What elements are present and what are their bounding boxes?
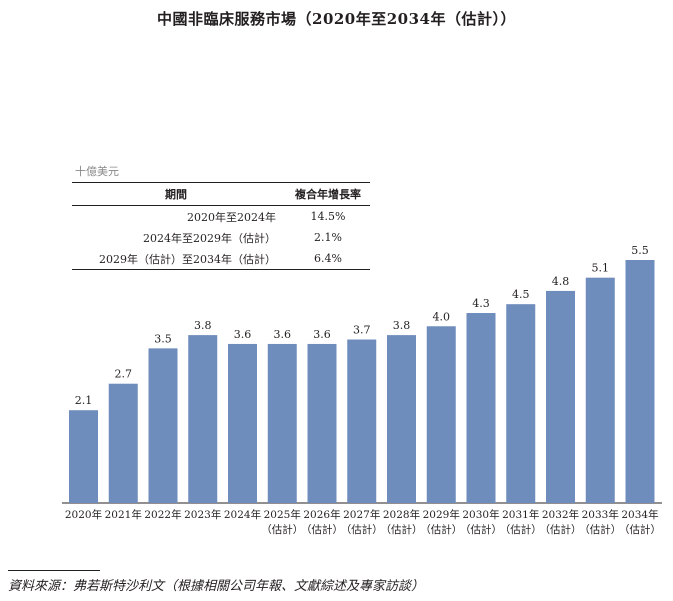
x-tick-label: 2032年 (542, 508, 579, 521)
bar-2031年 (506, 304, 536, 503)
cagr-header-period: 期間 (72, 182, 286, 206)
x-tick-labels-group: 2020年 2021年 2022年 2023年 2024年 2025年（估計）2026年（… (65, 508, 661, 536)
x-tick-note: （估計） (381, 523, 423, 536)
x-tick-label: 2025年 (264, 508, 301, 521)
value-label: 5.1 (592, 262, 610, 275)
bar-2023年 (188, 335, 218, 503)
x-tick-label: 2020年 (65, 508, 102, 521)
x-tick-label: 2022年 (144, 508, 181, 521)
x-tick-note: （估計） (420, 523, 462, 536)
bar-2020年 (69, 410, 98, 503)
cagr-table-row: 2029年（估計）至2034年（估計） 6.4% (72, 248, 370, 270)
x-tick-note: （估計） (500, 523, 542, 536)
value-label: 4.5 (512, 288, 530, 301)
bar-2033年 (585, 277, 615, 503)
value-label: 4.8 (552, 275, 570, 288)
x-tick-note: （估計） (301, 523, 343, 536)
bar-2024年 (228, 343, 257, 503)
bar-2027年 (347, 339, 377, 503)
bar-2028年 (387, 335, 416, 503)
value-label: 2.7 (115, 368, 133, 381)
value-label: 3.5 (154, 332, 172, 345)
cagr-period-cell: 2020年至2024年 (187, 210, 276, 224)
bar-2025年 (267, 343, 297, 503)
x-tick-note: （估計） (460, 523, 502, 536)
x-tick-label: 2026年 (303, 508, 340, 521)
cagr-table-row: 2020年至2024年 14.5% (72, 206, 370, 228)
cagr-table: 期間 複合年增長率 2020年至2024年 14.5% 2024年至2029年（… (72, 182, 370, 270)
cagr-table-row: 2024年至2029年（估計） 2.1% (72, 227, 370, 248)
x-tick-label: 2031年 (502, 508, 539, 521)
cagr-rate-cell: 14.5% (310, 210, 346, 223)
x-tick-label: 2027年 (343, 508, 380, 521)
value-labels-group: 2.1 2.7 3.5 3.8 3.6 3.6 3.6 3.7 3.8 4.0 4.3 4.5 4.8 5… (75, 244, 649, 407)
value-label: 4.3 (472, 297, 490, 310)
value-label: 3.8 (194, 319, 212, 332)
cagr-rate-cell: 2.1% (314, 231, 342, 244)
bar-2022年 (148, 348, 178, 503)
value-label: 4.0 (433, 310, 451, 323)
cagr-header-rate: 複合年增長率 (286, 182, 370, 206)
x-tick-note: （估計） (341, 523, 383, 536)
x-tick-label: 2034年 (621, 508, 658, 521)
cagr-period-cell: 2029年（估計）至2034年（估計） (72, 248, 286, 270)
bar-2026年 (307, 343, 337, 503)
x-tick-note: （估計） (619, 523, 661, 536)
value-label: 2.1 (75, 394, 93, 407)
bars-group (69, 260, 655, 503)
source-note: 資料來源：弗若斯特沙利文（根據相關公司年報、文獻綜述及專家訪談） (8, 579, 425, 594)
bar-2029年 (426, 326, 456, 503)
x-tick-label: 2033年 (582, 508, 619, 521)
x-tick-label: 2028年 (383, 508, 420, 521)
x-tick-label: 2021年 (105, 508, 142, 521)
value-label: 3.6 (313, 328, 331, 341)
value-label: 3.6 (234, 328, 252, 341)
cagr-period-cell: 2024年至2029年（估計） (143, 231, 276, 245)
bar-2030年 (466, 313, 496, 503)
unit-label: 十億美元 (75, 165, 119, 178)
x-tick-note: （估計） (579, 523, 621, 536)
value-label: 3.6 (274, 328, 292, 341)
cagr-rate-cell: 6.4% (286, 248, 370, 270)
value-label: 3.7 (353, 324, 371, 337)
value-label: 3.8 (393, 319, 411, 332)
x-tick-label: 2024年 (224, 508, 261, 521)
x-tick-note: （估計） (540, 523, 582, 536)
chart-title: 中國非臨床服務市場（2020年至2034年（估計）） (157, 10, 516, 28)
bar-2034年 (625, 260, 655, 503)
x-tick-label: 2023年 (184, 508, 221, 521)
bar-2021年 (108, 383, 138, 503)
x-tick-label: 2030年 (462, 508, 499, 521)
x-tick-note: （估計） (261, 523, 303, 536)
x-tick-label: 2029年 (423, 508, 460, 521)
bar-2032年 (546, 290, 575, 503)
source-divider (8, 570, 100, 571)
cagr-table-header-row: 期間 複合年增長率 (72, 182, 370, 206)
value-label: 5.5 (631, 244, 649, 257)
